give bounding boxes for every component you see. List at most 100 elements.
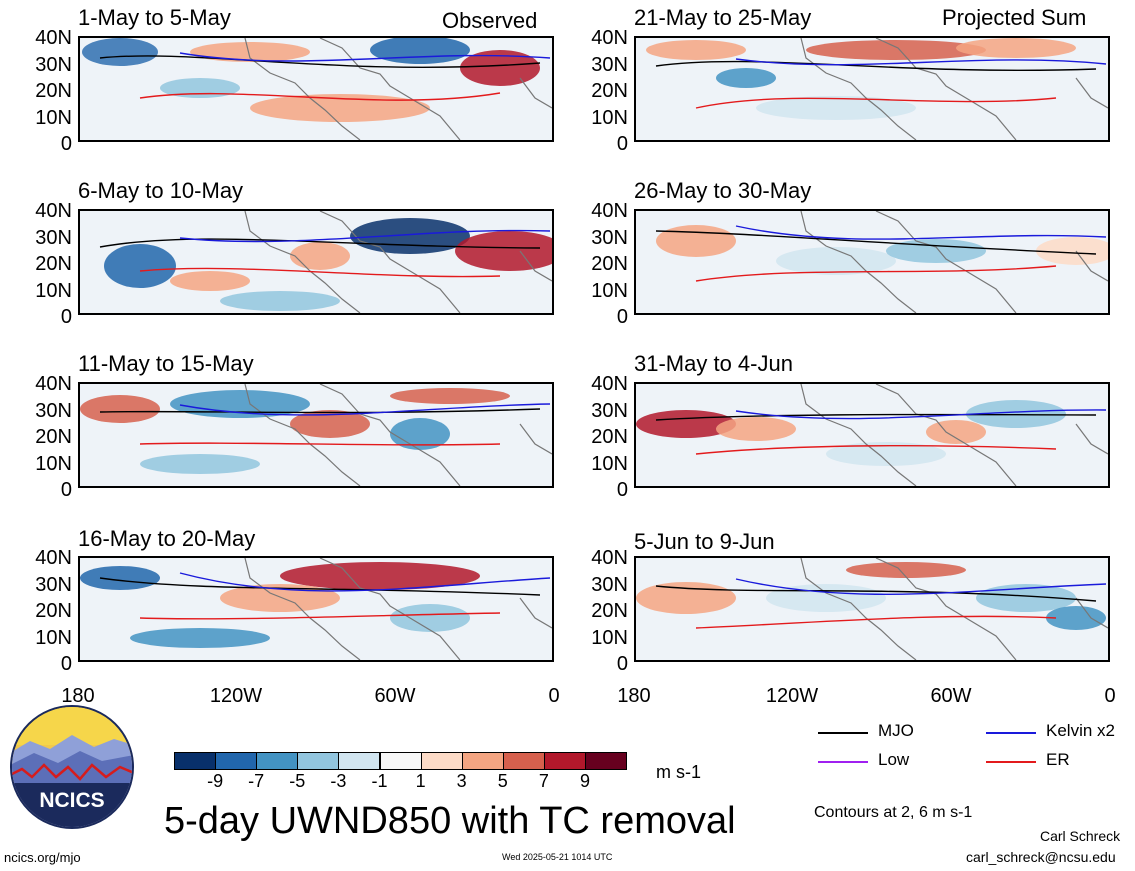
panel-title-5: 11-May to 15-May <box>78 351 254 376</box>
legend-line-er <box>986 761 1036 763</box>
colorbar-label-neg9: -9 <box>207 771 224 791</box>
lat-label-right-row2-10n: 10N <box>591 279 628 302</box>
map-panel-5 <box>78 382 554 488</box>
colorbar-swatch-5 <box>338 752 381 770</box>
map-panel-8 <box>634 556 1110 662</box>
lat-label-row3-0: 0 <box>60 479 72 501</box>
lat-label-right-row4-40n: 40N <box>591 547 628 569</box>
panel-title-4: 26-May to 30-May <box>634 178 812 203</box>
legend-line-low <box>818 761 868 763</box>
map-panel-3 <box>78 209 554 315</box>
lat-label-right-row3-10n: 10N <box>591 452 628 475</box>
lat-label-right-row2-40n: 40N <box>591 200 628 222</box>
colorbar-swatch-7 <box>420 752 463 770</box>
lon-label-right-0: 0 <box>1104 685 1116 707</box>
lat-label-row4-30n: 30N <box>35 573 72 596</box>
colorbar-swatch-10 <box>543 752 586 770</box>
lat-label-row3-30n: 30N <box>35 399 72 422</box>
panel-tag-projected: Projected Sum <box>942 5 1087 30</box>
author-name: Carl Schreck <box>1040 828 1121 844</box>
lat-label-right-row3-0: 0 <box>616 479 628 501</box>
legend-line-mjo <box>818 732 868 734</box>
lon-label-left-180: 180 <box>61 685 95 707</box>
colorbar-swatch-9 <box>502 752 545 770</box>
lon-label-right-120w: 120W <box>765 685 819 707</box>
colorbar-swatch-3 <box>256 752 299 770</box>
colorbar-label-3: 3 <box>456 771 467 791</box>
lat-label-row4-20n: 20N <box>35 600 72 622</box>
colorbar-label-neg5: -5 <box>289 771 306 791</box>
legend-label-low: Low <box>878 750 910 769</box>
colorbar-label-neg7: -7 <box>248 771 265 791</box>
lon-label-left-60w: 60W <box>374 685 416 707</box>
lat-label-right-row4-20n: 20N <box>591 600 628 622</box>
colorbar-label-5: 5 <box>497 771 508 791</box>
lat-label-row3-40n: 40N <box>35 373 72 395</box>
colorbar-label-7: 7 <box>538 771 549 791</box>
lat-label-right-row3-40n: 40N <box>591 373 628 395</box>
lat-label-right-row2-20n: 20N <box>591 253 628 275</box>
lat-label-right-row1-40n: 40N <box>591 27 628 49</box>
lat-label-row2-0: 0 <box>60 306 72 328</box>
colorbar-swatch-4 <box>297 752 340 770</box>
lat-label-row1-20n: 20N <box>35 80 72 102</box>
lon-label-right-60w: 60W <box>930 685 972 707</box>
legend-label-mjo: MJO <box>878 721 914 740</box>
lat-label-row3-20n: 20N <box>35 426 72 448</box>
lat-label-right-row1-30n: 30N <box>591 53 628 76</box>
ncics-logo: NCICS <box>10 705 134 829</box>
lat-label-row2-40n: 40N <box>35 200 72 222</box>
lat-label-row2-20n: 20N <box>35 253 72 275</box>
map-panel-6 <box>634 382 1110 488</box>
legend-line-kelvin <box>986 732 1036 734</box>
lat-label-row1-0: 0 <box>60 133 72 155</box>
lat-label-row4-10n: 10N <box>35 626 72 649</box>
panel-title-2: 21-May to 25-May <box>634 5 812 30</box>
panel-title-1: 1-May to 5-May <box>78 5 231 30</box>
lat-label-row1-40n: 40N <box>35 27 72 49</box>
map-panel-2 <box>634 36 1110 142</box>
lat-label-right-row3-30n: 30N <box>591 399 628 422</box>
lon-label-left-0: 0 <box>548 685 560 707</box>
lat-label-row3-10n: 10N <box>35 452 72 475</box>
panel-title-3: 6-May to 10-May <box>78 178 244 203</box>
lat-label-right-row4-30n: 30N <box>591 573 628 596</box>
panel-tag-observed: Observed <box>442 8 538 33</box>
lat-label-right-row1-0: 0 <box>616 133 628 155</box>
main-title: 5-day UWND850 with TC removal <box>164 800 736 842</box>
colorbar-label-1: 1 <box>415 771 426 791</box>
lat-label-row4-40n: 40N <box>35 547 72 569</box>
panel-title-6: 31-May to 4-Jun <box>634 351 793 376</box>
lat-label-right-row4-0: 0 <box>616 653 628 675</box>
lat-label-right-row1-10n: 10N <box>591 106 628 129</box>
lat-label-row2-10n: 10N <box>35 279 72 302</box>
lat-label-right-row1-20n: 20N <box>591 80 628 102</box>
lat-label-row1-30n: 30N <box>35 53 72 76</box>
colorbar-label-neg3: -3 <box>330 771 347 791</box>
map-panel-7 <box>78 556 554 662</box>
colorbar-swatch-6 <box>379 752 422 770</box>
lon-label-right-180: 180 <box>617 685 651 707</box>
colorbar-label-9: 9 <box>579 771 590 791</box>
lat-label-right-row2-0: 0 <box>616 306 628 328</box>
lon-label-left-120w: 120W <box>209 685 263 707</box>
lat-label-right-row4-10n: 10N <box>591 626 628 649</box>
colorbar-label-neg1: -1 <box>371 771 388 791</box>
author-email[interactable]: carl_schreck@ncsu.edu <box>966 849 1116 865</box>
colorbar-swatch-1 <box>174 752 217 770</box>
colorbar-swatch-8 <box>461 752 504 770</box>
map-panel-4 <box>634 209 1110 315</box>
lat-label-right-row2-30n: 30N <box>591 226 628 249</box>
site-url[interactable]: ncics.org/mjo <box>4 850 81 865</box>
lat-label-row4-0: 0 <box>60 653 72 675</box>
logo-text: NCICS <box>39 789 105 812</box>
contours-note: Contours at 2, 6 m s-1 <box>814 804 973 821</box>
legend-label-kelvin: Kelvin x2 <box>1046 721 1115 740</box>
timestamp: Wed 2025-05-21 1014 UTC <box>502 852 613 862</box>
panel-title-8: 5-Jun to 9-Jun <box>634 529 775 554</box>
colorbar-swatch-2 <box>215 752 258 770</box>
map-panel-1 <box>78 36 554 142</box>
lat-label-row1-10n: 10N <box>35 106 72 129</box>
panel-title-7: 16-May to 20-May <box>78 526 256 551</box>
legend-label-er: ER <box>1046 750 1070 769</box>
